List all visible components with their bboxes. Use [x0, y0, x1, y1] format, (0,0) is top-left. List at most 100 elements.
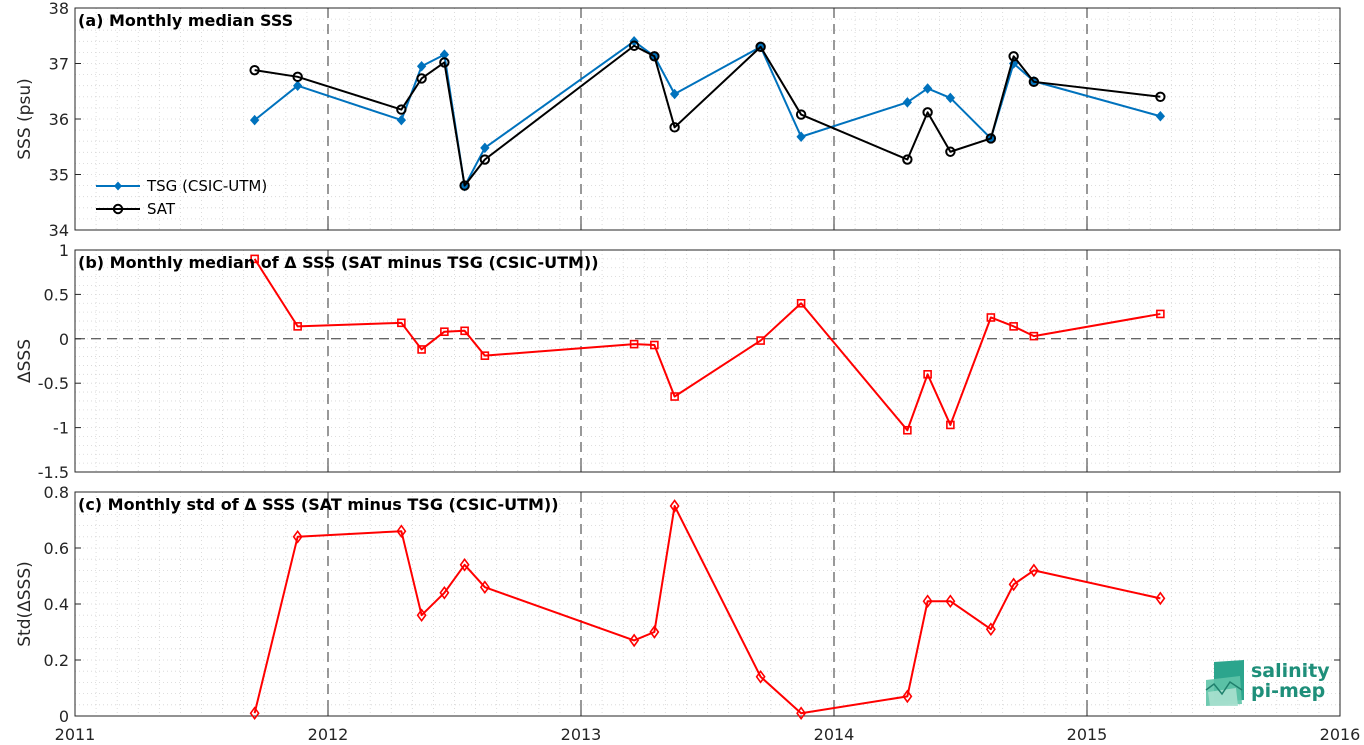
salinity-pi-mep-logo: salinity pi-mep [1205, 660, 1330, 706]
data-point [796, 298, 806, 308]
data-point [902, 689, 913, 704]
logo-text-line1: salinity [1251, 660, 1330, 682]
data-point [670, 392, 679, 401]
data-point [669, 499, 680, 513]
data-point [945, 594, 956, 609]
data-point [417, 345, 426, 354]
legend-marker [114, 181, 122, 191]
data-point [1156, 309, 1165, 319]
legend-marker [112, 203, 124, 215]
data-point [439, 585, 450, 600]
data-point [250, 254, 259, 264]
data-point [1155, 591, 1166, 606]
data-point [903, 425, 912, 435]
data-point [480, 351, 490, 360]
data-point [480, 142, 490, 154]
y-tick-label: 37 [49, 55, 69, 74]
data-point [922, 107, 933, 118]
y-tick-label: 0 [59, 330, 69, 349]
data-point [650, 340, 659, 350]
y-axis-label: ΔSSS [15, 339, 35, 383]
x-tick-label: 2011 [55, 725, 96, 744]
data-point [922, 83, 933, 94]
minor-grid [75, 492, 1340, 716]
y-tick-label: 0.6 [44, 539, 69, 558]
data-point [985, 133, 997, 144]
data-point [629, 339, 639, 349]
data-point [795, 109, 807, 120]
data-point [649, 51, 660, 62]
series-line [253, 505, 1161, 715]
data-point [1155, 91, 1166, 103]
y-tick-label: 0.5 [44, 285, 69, 304]
legend-label: TSG (CSIC-UTM) [146, 177, 267, 195]
logo-text-line2: pi-mep [1251, 680, 1325, 702]
data-point [459, 557, 470, 572]
data-point [1008, 577, 1019, 592]
data-point [945, 146, 956, 157]
data-point [460, 326, 469, 336]
series-sat [249, 40, 1166, 191]
series-line [254, 44, 1161, 187]
logo-icon [1205, 660, 1244, 706]
panel-title: (c) Monthly std of Δ SSS (SAT minus TSG … [78, 495, 559, 514]
data-point [249, 706, 260, 721]
y-tick-label: 38 [49, 0, 69, 18]
data-point [249, 114, 260, 126]
data-point [796, 131, 806, 143]
data-point [1028, 563, 1039, 578]
panel-title: (a) Monthly median SSS [78, 11, 293, 30]
data-point [923, 370, 932, 379]
y-tick-label: -1.5 [38, 463, 69, 482]
axes-frame [74, 249, 1341, 473]
y-tick-label: 1 [59, 241, 69, 260]
data-point [292, 80, 303, 91]
series-delta-1 [250, 254, 1165, 435]
minor-grid [75, 8, 1340, 230]
data-point [396, 114, 407, 126]
data-point [629, 633, 640, 648]
data-point [669, 122, 680, 133]
data-point [479, 154, 491, 165]
data-point [922, 594, 933, 609]
y-tick-label: 0.4 [44, 595, 69, 614]
y-tick-label: 36 [49, 110, 69, 129]
data-point [902, 154, 913, 165]
x-tick-label: 2014 [814, 725, 855, 744]
data-point [439, 57, 450, 68]
x-tick-label: 2016 [1320, 725, 1361, 744]
data-point [756, 336, 765, 345]
y-axis-label: SSS (psu) [15, 78, 35, 159]
data-point [416, 61, 427, 72]
data-point [985, 622, 996, 637]
data-point [1029, 331, 1039, 341]
y-tick-label: -0.5 [38, 374, 69, 393]
data-point [440, 327, 449, 336]
x-tick-label: 2013 [561, 725, 602, 744]
data-point [649, 625, 660, 639]
data-point [479, 580, 490, 595]
data-point [796, 706, 807, 721]
panel-a-monthly-median-sss: 34 35 36 37 38 SSS (psu) (a) Monthly median SS… [15, 0, 1341, 240]
data-point [292, 71, 303, 83]
y-tick-label: -1 [53, 419, 69, 438]
data-point [459, 180, 470, 191]
data-point [986, 313, 996, 322]
y-tick-label: 35 [49, 166, 69, 185]
y-tick-label: 0.8 [44, 483, 69, 502]
data-point [396, 524, 407, 539]
data-point [902, 97, 913, 108]
panel-b-median-delta-sss: -1.5 -1 -0.5 0 0.5 1 ΔSSS (b) Monthly median of… [15, 241, 1341, 482]
x-tick-label: 2012 [308, 725, 349, 744]
data-point [293, 322, 302, 331]
data-point [945, 92, 956, 104]
series-line [253, 258, 1161, 432]
data-point [1008, 51, 1019, 62]
data-point [669, 88, 680, 100]
data-point [1155, 110, 1166, 122]
x-tick-label: 2015 [1067, 725, 1108, 744]
data-point [946, 420, 955, 430]
data-point [755, 41, 766, 53]
panel-title: (b) Monthly median of Δ SSS (SAT minus T… [78, 253, 599, 272]
data-point [396, 104, 407, 115]
